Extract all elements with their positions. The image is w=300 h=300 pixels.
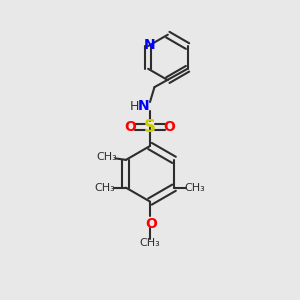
Text: CH₃: CH₃ [184,183,205,193]
Text: O: O [164,120,175,134]
Text: N: N [138,100,149,113]
Text: CH₃: CH₃ [95,183,116,193]
Text: N: N [144,38,155,52]
Text: H: H [130,100,139,113]
Text: CH₃: CH₃ [96,152,117,162]
Text: O: O [146,217,158,231]
Text: CH₃: CH₃ [140,238,160,248]
Text: O: O [125,120,136,134]
Text: S: S [144,118,156,136]
